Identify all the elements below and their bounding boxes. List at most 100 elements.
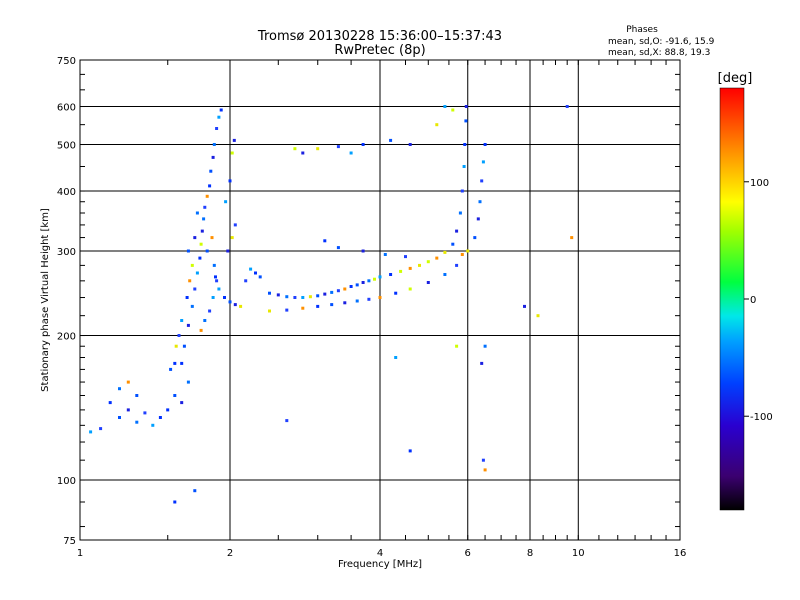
scatter-point bbox=[464, 105, 468, 108]
scatter-point bbox=[212, 263, 216, 267]
scatter-point bbox=[205, 194, 209, 198]
scatter-point bbox=[180, 319, 184, 322]
scatter-point bbox=[349, 285, 353, 288]
y-tick-label: 400 bbox=[57, 187, 76, 198]
scatter-point bbox=[173, 500, 177, 504]
scatter-point bbox=[249, 267, 253, 271]
stats-line-x: mean, sd,X: 88.8, 19.3 bbox=[608, 48, 710, 58]
y-tick-label: 300 bbox=[57, 247, 76, 258]
scatter-point bbox=[355, 299, 359, 303]
scatter-point bbox=[182, 344, 186, 348]
colorbar-tick-label: -100 bbox=[750, 412, 773, 423]
scatter-point bbox=[223, 296, 226, 299]
scatter-point bbox=[211, 155, 215, 159]
scatter-point bbox=[455, 229, 459, 233]
scatter-point bbox=[462, 165, 466, 168]
scatter-point bbox=[458, 211, 462, 215]
scatter-point bbox=[408, 266, 412, 270]
scatter-point bbox=[212, 143, 216, 146]
scatter-point bbox=[408, 143, 412, 146]
scatter-point bbox=[228, 300, 232, 304]
scatter-point bbox=[408, 449, 412, 453]
scatter-point bbox=[166, 408, 170, 412]
scatter-point bbox=[193, 287, 197, 291]
x-tick-label: 8 bbox=[527, 548, 533, 559]
scatter-point bbox=[389, 138, 393, 142]
scatter-point bbox=[330, 303, 334, 307]
scatter-point bbox=[268, 309, 271, 313]
scatter-point bbox=[466, 249, 470, 253]
scatter-point bbox=[301, 296, 305, 299]
scatter-point bbox=[455, 263, 459, 267]
scatter-point bbox=[455, 344, 459, 348]
scatter-point bbox=[336, 145, 340, 149]
grid-lines bbox=[80, 60, 680, 540]
scatter-point bbox=[483, 143, 487, 146]
scatter-point bbox=[361, 249, 365, 253]
scatter-point bbox=[186, 380, 190, 384]
x-tick-label: 2 bbox=[227, 548, 233, 559]
x-tick-label: 1 bbox=[77, 548, 83, 559]
scatter-point bbox=[399, 269, 403, 273]
scatter-point bbox=[118, 387, 121, 391]
scatter-point bbox=[174, 344, 178, 348]
scatter-point bbox=[443, 273, 447, 276]
scatter-point bbox=[199, 328, 203, 332]
scatter-point bbox=[570, 236, 574, 240]
scatter-point bbox=[180, 361, 184, 365]
colorbar-label: [deg] bbox=[718, 71, 753, 86]
scatter-point bbox=[361, 281, 365, 284]
axis-ticks: 1 2 4 6 8 10 16 75 100 200 300 400 500 600 750 bbox=[57, 56, 686, 559]
scatter-point bbox=[481, 160, 485, 164]
scatter-point bbox=[89, 430, 93, 434]
scatter-point bbox=[228, 179, 232, 183]
x-tick-label: 4 bbox=[377, 548, 383, 559]
scatter-point bbox=[215, 127, 219, 130]
colorbar-gradient bbox=[719, 87, 745, 511]
scatter-point bbox=[285, 308, 289, 312]
scatter-point bbox=[293, 147, 297, 151]
scatter-point bbox=[523, 304, 526, 308]
scatter-point bbox=[226, 249, 230, 253]
y-axis-label: Stationary phase Virtual Height [km] bbox=[40, 208, 51, 392]
scatter-point bbox=[343, 301, 347, 305]
chart-title: Tromsø 20130228 15:36:00–15:37:43 bbox=[257, 29, 502, 44]
scatter-point bbox=[383, 253, 387, 256]
scatter-point bbox=[224, 200, 228, 204]
scatter-point bbox=[323, 292, 327, 296]
scatter-point bbox=[451, 108, 455, 112]
scatter-point bbox=[217, 287, 221, 291]
scatter-point bbox=[185, 296, 189, 299]
scatter-point bbox=[190, 304, 194, 308]
scatter-point bbox=[378, 275, 382, 279]
y-tick-label: 600 bbox=[57, 103, 76, 114]
scatter-point bbox=[203, 205, 207, 209]
scatter-point bbox=[193, 236, 197, 240]
y-tick-label: 500 bbox=[57, 141, 76, 152]
scatter-point bbox=[378, 296, 382, 299]
scatter-point bbox=[169, 367, 173, 371]
x-tick-label: 16 bbox=[674, 548, 687, 559]
scatter-point bbox=[195, 271, 199, 275]
scatter-point bbox=[126, 408, 130, 412]
scatter-points bbox=[89, 105, 574, 504]
scatter-point bbox=[460, 253, 464, 256]
scatter-point bbox=[336, 289, 340, 293]
scatter-point bbox=[301, 306, 305, 310]
scatter-point bbox=[373, 277, 376, 281]
scatter-point bbox=[188, 279, 192, 283]
scatter-point bbox=[108, 401, 112, 405]
scatter-point bbox=[210, 236, 214, 240]
scatter-point bbox=[203, 319, 207, 322]
scatter-point bbox=[316, 304, 320, 308]
scatter-point bbox=[435, 123, 439, 127]
scatter-point bbox=[451, 242, 455, 246]
scatter-point bbox=[463, 143, 467, 146]
scatter-point bbox=[481, 458, 485, 462]
scatter-point bbox=[239, 304, 243, 308]
scatter-point bbox=[336, 246, 340, 250]
scatter-point bbox=[443, 250, 447, 254]
scatter-point bbox=[367, 279, 371, 283]
scatter-point bbox=[483, 468, 487, 472]
x-tick-label: 10 bbox=[572, 548, 585, 559]
